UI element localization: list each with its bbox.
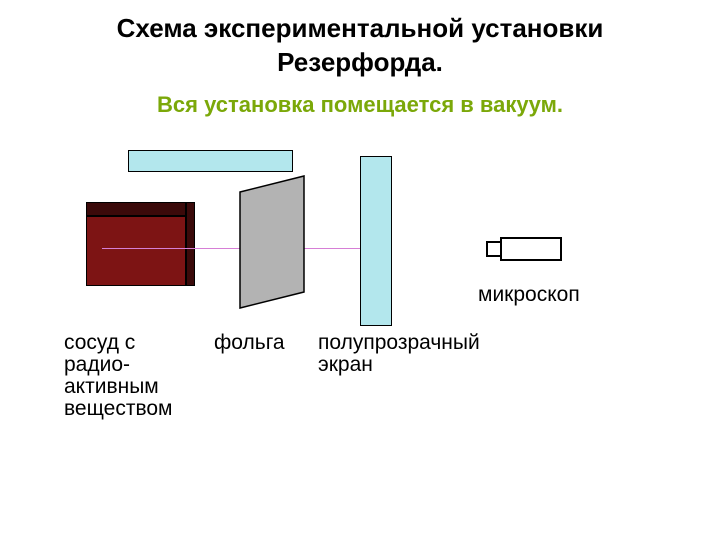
vessel-side (186, 202, 195, 286)
title-line1: Схема экспериментальной установки (117, 13, 604, 43)
vessel-label: сосуд срадио-активнымвеществом (64, 332, 172, 420)
screen-label: полупрозрачныйэкран (318, 332, 480, 376)
subtitle: Вся установка помещается в вакуум. (0, 92, 720, 118)
screen-shape (360, 156, 392, 326)
page-title: Схема экспериментальной установки Резерф… (0, 0, 720, 80)
microscope-body (500, 237, 562, 261)
top-rectangle (128, 150, 293, 172)
microscope-label: микроскоп (478, 284, 580, 306)
title-line2: Резерфорда. (277, 47, 443, 77)
vessel-top (86, 202, 186, 216)
foil-label: фольга (214, 332, 285, 354)
diagram-area: сосуд срадио-активнымвеществом фольга по… (0, 138, 720, 518)
vessel-body (86, 216, 186, 286)
foil-shape (238, 174, 322, 310)
microscope-tip (486, 241, 500, 257)
